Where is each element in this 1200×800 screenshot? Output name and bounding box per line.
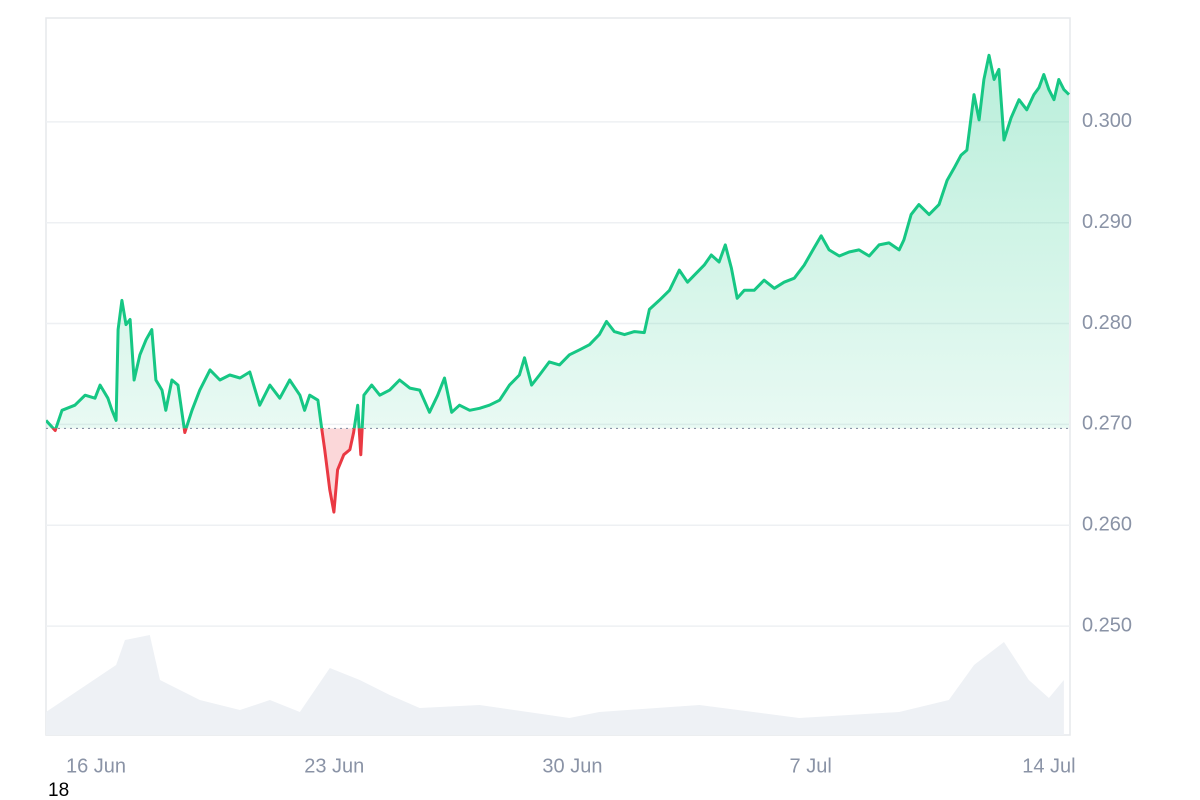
y-tick-label: 0.280: [1082, 312, 1132, 334]
y-tick-label: 0.300: [1082, 110, 1132, 132]
x-tick-label: 16 Jun: [66, 755, 126, 777]
area-up: [46, 55, 1069, 429]
y-tick-label: 0.270: [1082, 413, 1132, 435]
x-tick-label: 14 Jul: [1022, 755, 1075, 777]
y-tick-label: 0.250: [1082, 614, 1132, 636]
volume-area: [46, 635, 1064, 735]
y-tick-label: 0.290: [1082, 211, 1132, 233]
price-line-up: [46, 53, 1070, 429]
x-tick-label: 23 Jun: [304, 755, 364, 777]
footer-text: 18: [48, 780, 69, 800]
x-tick-label: 30 Jun: [542, 755, 602, 777]
x-tick-label: 7 Jul: [790, 755, 832, 777]
y-tick-label: 0.260: [1082, 514, 1132, 536]
